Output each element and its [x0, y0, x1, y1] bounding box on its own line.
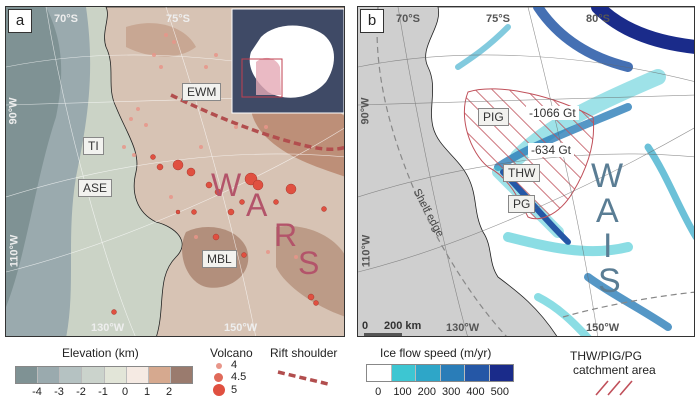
volcano-size-4-marker — [216, 363, 222, 369]
lon-label-90w: 90°W — [359, 97, 372, 125]
elevation-tick-label: 1 — [143, 386, 151, 398]
lon-label-130w: 130°W — [446, 322, 480, 334]
highland-north — [126, 23, 196, 57]
elevation-tick-label: 0 — [121, 386, 129, 398]
label-pg: PG — [508, 195, 536, 213]
wais-letter-a: A — [596, 192, 619, 230]
colorbar-swatch — [489, 365, 513, 381]
panel-b-ice-flow-map: b 70°S 75°S 80°S 90°W 110°W 130°W 150°W … — [357, 6, 695, 337]
elevation-tick-label: 2 — [165, 386, 173, 398]
elevation-map-canvas — [6, 7, 344, 336]
rift-shoulder-line — [170, 93, 344, 151]
lat-label-75s: 75°S — [486, 13, 510, 25]
lon-label-150w: 150°W — [224, 322, 258, 334]
ice-flow-colorbar — [366, 364, 514, 382]
wars-letter-a: A — [246, 187, 270, 223]
thw-mass-loss: -634 Gt — [528, 143, 575, 157]
lat-label-75s: 75°S — [166, 13, 190, 25]
shelf-edge-line-east — [562, 291, 694, 318]
elevation-tick-label: -2 — [76, 386, 86, 398]
lon-label-150w: 150°W — [586, 322, 620, 334]
lon-label-130w: 130°W — [91, 322, 125, 334]
colorbar-swatch — [82, 367, 105, 383]
panel-a-letter: a — [8, 9, 32, 33]
wais-letter-i: I — [603, 227, 613, 265]
catchment-legend-hatch — [595, 380, 633, 396]
colorbar-swatch — [104, 367, 127, 383]
lon-label-90w: 90°W — [7, 97, 20, 125]
elevation-tick-label: -1 — [98, 386, 108, 398]
elevation-colorbar — [15, 366, 193, 384]
graticule — [358, 7, 694, 336]
rift-shoulder-legend-line — [277, 370, 329, 386]
ice-flow-tick-label: 500 — [490, 386, 509, 398]
colorbar-swatch — [416, 365, 441, 381]
lat-label-70s: 70°S — [54, 13, 78, 25]
colorbar-swatch — [126, 367, 149, 383]
label-ase: ASE — [78, 179, 113, 197]
lat-label-80s: 80°S — [586, 13, 610, 25]
catchment-legend-title-line2: catchment area — [573, 363, 656, 377]
elevation-tick-label: -4 — [32, 386, 42, 398]
ice-flow-legend-title: Ice flow speed (m/yr) — [380, 346, 492, 360]
shelf-edge-line — [376, 7, 507, 336]
colorbar-swatch — [38, 367, 61, 383]
ice-flow-tick-label: 400 — [466, 386, 485, 398]
catchment-legend-title-line1: THW/PIG/PG — [570, 349, 642, 363]
wais-letter-w: W — [591, 157, 624, 195]
volcano-size-5-marker — [213, 384, 225, 396]
label-thw: THW — [503, 164, 541, 182]
ice-flow-tick-label: 0 — [375, 386, 382, 398]
volcano-size-4: 4 — [231, 359, 238, 371]
wais-letter-s: S — [598, 262, 621, 300]
wars-letter-s: S — [298, 245, 322, 281]
highland-east — [276, 226, 344, 317]
elevation-legend-title: Elevation (km) — [62, 346, 139, 360]
colorbar-swatch — [60, 367, 83, 383]
panel-a-elevation-map: a 70°S 75°S 90°W 110°W 130°W 150°W EWM T… — [5, 6, 345, 337]
lon-label-110w: 110°W — [8, 234, 21, 268]
lon-label-110w: 110°W — [360, 234, 373, 268]
scale-bar — [364, 333, 402, 336]
rift-legend-title: Rift shoulder — [270, 346, 338, 360]
panel-b-letter: b — [360, 9, 384, 33]
ice-flow-tick-label: 300 — [441, 386, 461, 398]
volcano-size-4-5: 4.5 — [231, 371, 247, 383]
lat-label-70s: 70°S — [396, 13, 420, 25]
label-pig: PIG — [478, 108, 509, 126]
volcano-legend-title: Volcano — [210, 346, 253, 360]
colorbar-swatch — [16, 367, 39, 383]
label-ewm: EWM — [182, 83, 222, 101]
wars-letter-w: W — [211, 167, 244, 203]
colorbar-swatch — [391, 365, 416, 381]
colorbar-swatch — [367, 365, 392, 381]
small-volcano-markers — [122, 33, 298, 259]
ice-flow-tick-label: 200 — [417, 386, 436, 398]
ice-flow-tick-label: 100 — [393, 386, 412, 398]
scale-start: 0 — [362, 320, 369, 332]
volcano-markers — [111, 154, 327, 315]
volcano-size-5: 5 — [231, 384, 238, 396]
label-mbl: MBL — [202, 250, 237, 268]
volcano-size-4-5-marker — [214, 373, 223, 382]
colorbar-swatch — [148, 367, 171, 383]
colorbar-swatch — [170, 367, 192, 383]
scale-end: 200 km — [384, 320, 422, 332]
label-ti: TI — [83, 137, 104, 155]
colorbar-swatch — [465, 365, 490, 381]
elevation-tick-label: -3 — [54, 386, 64, 398]
wars-letter-r: R — [274, 217, 300, 253]
antarctica-inset — [231, 8, 344, 114]
pig-mass-loss: -1066 Gt — [526, 106, 579, 120]
colorbar-swatch — [440, 365, 465, 381]
